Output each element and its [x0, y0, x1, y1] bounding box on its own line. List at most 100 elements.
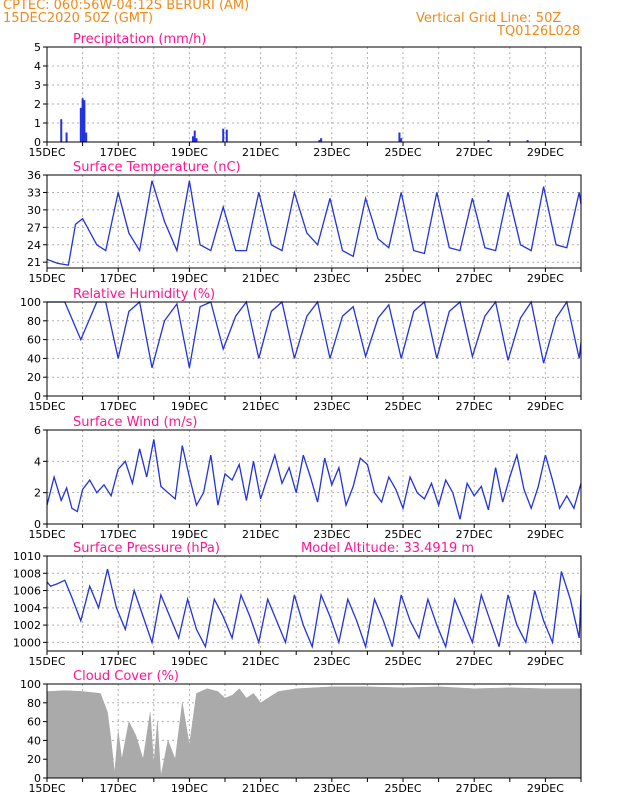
x-tick-label: 23DEC — [313, 146, 350, 159]
plot-frame — [46, 174, 582, 269]
y-tick-label: 1 — [34, 117, 41, 130]
x-tick-label: 17DEC — [100, 146, 137, 159]
y-tick-label: 20 — [27, 753, 41, 766]
panel-5: 1000 1002 1004 1006 1008 1010 15DEC 17DEC 19DEC 2… — [13, 541, 582, 668]
y-tick-label: 1010 — [13, 550, 41, 563]
precip-bar — [79, 107, 82, 142]
y-tick-label: 30 — [27, 204, 41, 217]
panel-3: 0 20 40 60 80 100 15DEC 17DEC 19DEC 21DEC 23DEC 25D… — [20, 287, 582, 413]
y-tick-label: 4 — [34, 455, 41, 468]
y-tick-label: 0 — [34, 136, 41, 149]
x-tick-label: 19DEC — [171, 782, 208, 795]
x-tick-label: 19DEC — [171, 528, 208, 541]
x-tick-label: 15DEC — [28, 655, 65, 668]
precip-bar — [81, 98, 84, 142]
y-tick-label: 6 — [34, 424, 41, 437]
precip-bar — [83, 100, 86, 142]
panel-4: 0 2 4 6 15DEC 17DEC 19DEC 21DEC 23DEC 25DEC 27DEC 2… — [28, 415, 582, 541]
y-tick-label: 80 — [27, 697, 41, 710]
x-tick-label: 17DEC — [100, 528, 137, 541]
x-tick-label: 15DEC — [28, 400, 65, 413]
panel-2: 21 24 27 30 33 36 15DEC 17DEC 19DEC 21DEC 23DEC 25D… — [27, 160, 582, 285]
x-tick-label: 27DEC — [456, 782, 493, 795]
x-tick-label: 29DEC — [527, 400, 564, 413]
precip-bar — [222, 128, 225, 142]
y-tick-label: 20 — [27, 371, 41, 384]
panel-title: Surface Temperature (nC) — [73, 160, 241, 175]
plot-frame — [46, 301, 582, 397]
panel-title: Precipitation (mm/h) — [73, 32, 206, 47]
y-tick-label: 1000 — [13, 636, 41, 649]
panel-annotation: Model Altitude: 33.4919 m — [301, 541, 474, 556]
y-tick-label: 1004 — [13, 602, 41, 615]
x-tick-label: 29DEC — [527, 272, 564, 285]
panel-1: 0 1 2 3 4 5 15DEC 17DEC 19DEC 21DEC 23DEC 25DEC 27DE… — [28, 32, 582, 159]
y-tick-label: 2 — [34, 487, 41, 500]
x-tick-label: 21DEC — [242, 655, 279, 668]
y-tick-label: 2 — [34, 98, 41, 111]
y-tick-label: 1006 — [13, 585, 41, 598]
x-tick-label: 25DEC — [384, 655, 421, 668]
precip-bar — [225, 129, 228, 142]
y-tick-label: 40 — [27, 352, 41, 365]
precip-bar — [193, 130, 196, 142]
x-tick-label: 21DEC — [242, 528, 279, 541]
y-tick-label: 0 — [34, 390, 41, 403]
y-tick-label: 24 — [27, 239, 41, 252]
header-station: CPTEC: 060:56W-04:12S BERURI (AM) — [3, 0, 250, 13]
y-tick-label: 40 — [27, 734, 41, 747]
y-tick-label: 0 — [34, 772, 41, 785]
y-tick-label: 1008 — [13, 567, 41, 580]
series-line — [46, 568, 582, 650]
precip-bar — [195, 138, 198, 142]
x-tick-label: 15DEC — [28, 782, 65, 795]
x-tick-label: 27DEC — [456, 528, 493, 541]
panel-title: Surface Wind (m/s) — [73, 415, 197, 430]
precip-bar — [318, 140, 321, 142]
y-tick-label: 4 — [34, 60, 41, 73]
x-tick-label: 29DEC — [527, 782, 564, 795]
x-tick-label: 15DEC — [28, 146, 65, 159]
panel-title: Relative Humidity (%) — [73, 287, 215, 302]
y-tick-label: 27 — [27, 221, 41, 234]
y-tick-label: 33 — [27, 186, 41, 199]
x-tick-label: 27DEC — [456, 146, 493, 159]
x-tick-label: 23DEC — [313, 655, 350, 668]
x-tick-label: 15DEC — [28, 528, 65, 541]
x-tick-label: 23DEC — [313, 782, 350, 795]
x-tick-label: 25DEC — [384, 146, 421, 159]
precip-bar — [191, 136, 194, 142]
x-tick-label: 21DEC — [242, 400, 279, 413]
series-line — [47, 300, 582, 368]
cloud-cover-area — [46, 686, 582, 779]
x-tick-label: 25DEC — [384, 528, 421, 541]
y-tick-label: 60 — [27, 716, 41, 729]
y-tick-label: 36 — [27, 169, 41, 182]
y-tick-label: 1002 — [13, 619, 41, 632]
header-datetime: 15DEC2020 50Z (GMT) — [3, 11, 154, 26]
x-tick-label: 19DEC — [171, 655, 208, 668]
y-tick-label: 5 — [34, 41, 41, 54]
y-tick-label: 21 — [27, 256, 41, 269]
panel-6: 0 20 40 60 80 100 15DEC 17DEC 19DEC 21DEC 23DEC 25D… — [20, 669, 582, 795]
y-tick-label: 60 — [27, 334, 41, 347]
series-line — [46, 180, 582, 266]
y-tick-label: 0 — [34, 518, 41, 531]
x-tick-label: 17DEC — [100, 400, 137, 413]
header-code: TQ0126L028 — [497, 24, 581, 39]
panel-title: Cloud Cover (%) — [73, 669, 179, 684]
x-tick-label: 29DEC — [527, 528, 564, 541]
x-tick-label: 29DEC — [527, 146, 564, 159]
header-grid-note: Vertical Grid Line: 50Z — [416, 11, 562, 26]
precip-bar — [400, 138, 403, 142]
precip-bar — [65, 132, 68, 142]
x-tick-label: 27DEC — [456, 272, 493, 285]
precip-bar — [85, 132, 88, 142]
precip-bar — [526, 140, 529, 142]
plot-frame — [46, 46, 582, 143]
y-tick-label: 100 — [20, 678, 41, 691]
y-tick-label: 80 — [27, 315, 41, 328]
plot-frame — [46, 429, 582, 525]
x-tick-label: 23DEC — [313, 400, 350, 413]
x-tick-label: 27DEC — [456, 655, 493, 668]
